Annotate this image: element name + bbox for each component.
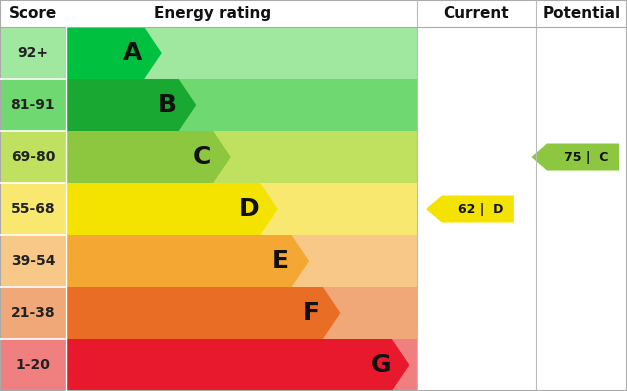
Bar: [0, 131, 66, 183]
Text: 39-54: 39-54: [11, 254, 55, 268]
Bar: [0, 287, 66, 339]
Text: 69-80: 69-80: [11, 150, 55, 164]
Bar: [66, 27, 417, 79]
Bar: [66, 287, 417, 339]
Bar: [0, 27, 66, 79]
Text: Score: Score: [9, 6, 57, 21]
Text: 1-20: 1-20: [16, 358, 50, 372]
Polygon shape: [66, 235, 309, 287]
Bar: [66, 339, 417, 391]
Text: 21-38: 21-38: [11, 306, 55, 320]
Text: B: B: [158, 93, 177, 117]
Polygon shape: [66, 79, 196, 131]
Bar: [0, 79, 66, 131]
Text: 55-68: 55-68: [11, 202, 55, 216]
Polygon shape: [66, 339, 409, 391]
Bar: [66, 235, 417, 287]
Bar: [66, 79, 417, 131]
Bar: [66, 183, 417, 235]
Text: D: D: [239, 197, 259, 221]
Text: Energy rating: Energy rating: [154, 6, 271, 21]
Bar: [0, 235, 66, 287]
Polygon shape: [66, 287, 340, 339]
Text: F: F: [303, 301, 320, 325]
Text: 62 |  D: 62 | D: [458, 203, 503, 215]
Bar: [66, 131, 417, 183]
Text: Current: Current: [444, 6, 509, 21]
Polygon shape: [66, 131, 231, 183]
Text: E: E: [271, 249, 289, 273]
Text: C: C: [192, 145, 211, 169]
Polygon shape: [66, 27, 162, 79]
Bar: [0, 339, 66, 391]
Text: 75 |  C: 75 | C: [564, 151, 608, 163]
Text: Potential: Potential: [542, 6, 621, 21]
Text: 92+: 92+: [18, 46, 48, 60]
Polygon shape: [66, 183, 278, 235]
Text: 81-91: 81-91: [11, 98, 55, 112]
Bar: [0, 183, 66, 235]
Text: A: A: [124, 41, 142, 65]
Polygon shape: [532, 143, 619, 170]
Polygon shape: [426, 196, 514, 222]
Text: G: G: [371, 353, 391, 377]
